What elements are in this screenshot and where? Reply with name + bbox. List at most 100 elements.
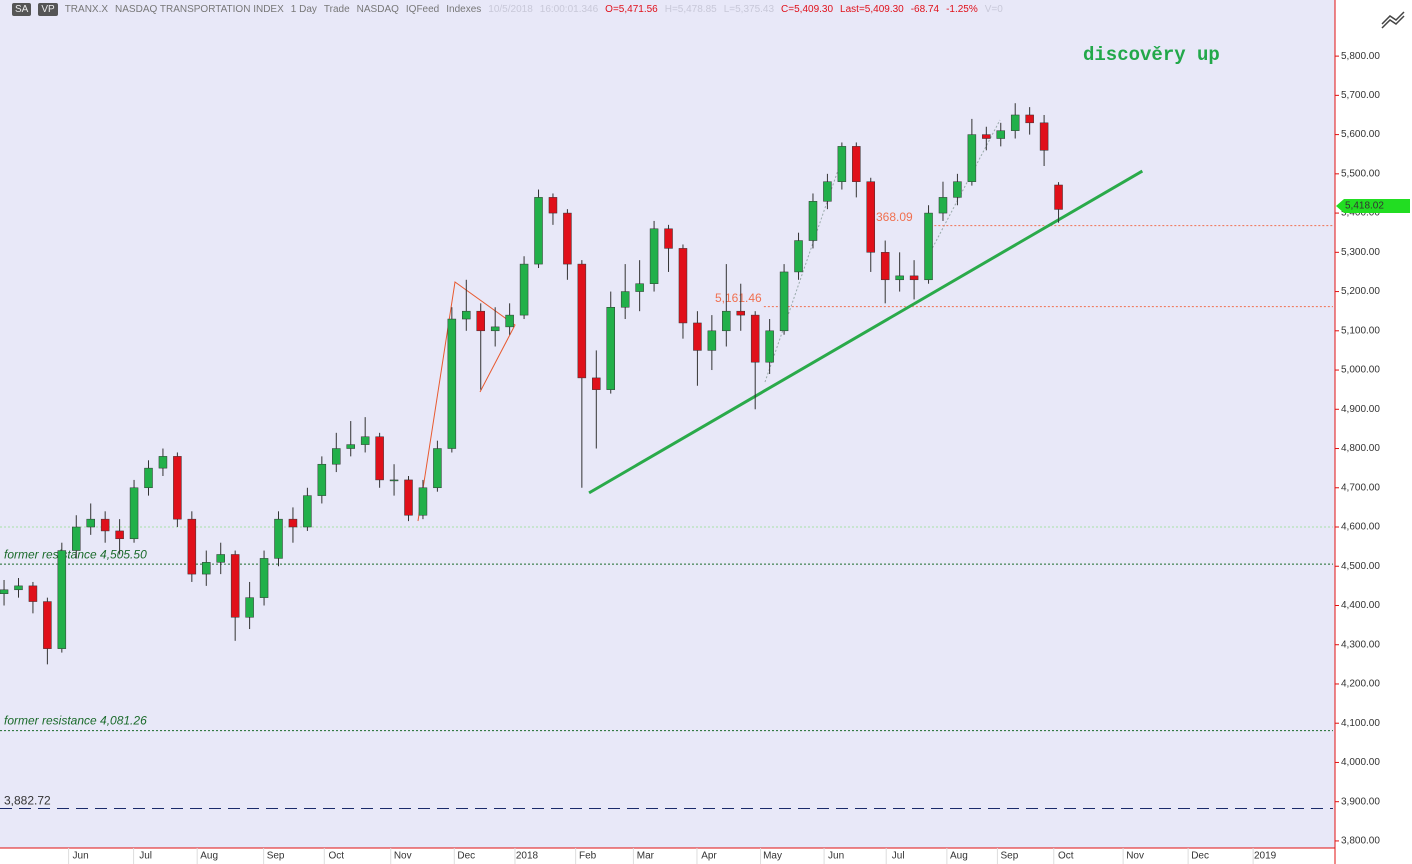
candle-body: [837, 146, 847, 182]
candle-body: [982, 134, 991, 139]
header-item[interactable]: SA: [12, 2, 32, 16]
trendline: [588, 169, 1144, 495]
candle-body: [996, 130, 1006, 139]
y-tick-label: 4,500.00: [1341, 561, 1380, 572]
y-tick-label: 5,200.00: [1341, 286, 1380, 297]
guide-line: [764, 149, 846, 383]
candle-body: [519, 263, 529, 316]
candle-body: [317, 463, 327, 496]
candle-body: [173, 456, 182, 520]
x-tick-label: Jun: [828, 851, 844, 862]
candle-body: [909, 275, 919, 281]
candle-body: [86, 518, 95, 528]
candle-body: [779, 271, 789, 332]
x-tick-label: Jul: [139, 851, 152, 862]
candle-body: [505, 314, 514, 328]
header-item: IQFeed: [405, 3, 440, 15]
candle-body: [360, 436, 370, 445]
candle-body: [14, 585, 23, 591]
candle-body: [750, 314, 760, 363]
candle-body: [115, 530, 124, 540]
candle-body: [1039, 122, 1049, 151]
candle-body: [649, 228, 659, 284]
last-price-marker: [1336, 199, 1410, 214]
y-tick-label: 4,300.00: [1341, 639, 1380, 650]
header-item[interactable]: VP: [38, 2, 58, 16]
header-item: Last=5,409.30: [840, 3, 904, 15]
candle-body: [592, 377, 601, 390]
candle-body: [462, 310, 471, 320]
y-tick-label: 4,100.00: [1341, 718, 1380, 729]
y-tick-label: 5,000.00: [1341, 365, 1380, 376]
x-tick-label: Dec: [1191, 851, 1209, 862]
toolbar-icon[interactable]: [1381, 11, 1405, 29]
candle-body: [707, 330, 717, 351]
x-tick-label: 2018: [516, 851, 539, 862]
header-item: O=5,471.56: [605, 3, 658, 15]
candle-body: [418, 487, 428, 516]
level-label: former resistance 4,505.50: [4, 547, 147, 561]
y-tick-label: 4,800.00: [1341, 443, 1380, 454]
candle-body: [722, 310, 731, 332]
y-tick-label: 5,400.00: [1341, 208, 1380, 219]
level-label: 3,882.72: [4, 794, 51, 808]
candle-body: [736, 310, 745, 316]
y-tick-label: 4,200.00: [1341, 679, 1380, 690]
header-item: C=5,409.30: [781, 3, 834, 15]
candle-body: [693, 322, 702, 351]
candle-body: [245, 597, 254, 618]
x-tick-label: Jul: [892, 851, 905, 862]
y-tick-label: 5,800.00: [1341, 51, 1380, 62]
header-item: -1.25%: [946, 3, 978, 15]
candle-body: [0, 589, 9, 594]
header-item: Indexes: [446, 3, 482, 15]
candle-body: [43, 601, 52, 649]
candle-body: [895, 275, 904, 281]
y-tick-label: 5,300.00: [1341, 247, 1380, 258]
y-tick-label: 4,700.00: [1341, 482, 1380, 493]
header-item: NASDAQ: [356, 3, 399, 15]
candle-body: [852, 146, 861, 182]
candle-body: [1054, 184, 1063, 210]
x-tick-label: 2019: [1254, 851, 1277, 862]
candle-body: [635, 283, 644, 292]
candle-body: [606, 307, 615, 390]
candle-body: [158, 456, 168, 469]
candle-body: [808, 201, 818, 241]
candle-body: [404, 479, 413, 516]
triangle-drawing: [417, 281, 516, 522]
header-item: H=5,478.85: [664, 3, 717, 15]
candle-body: [144, 467, 153, 489]
candle-body: [577, 263, 587, 379]
candle-body: [823, 181, 832, 202]
header-item: L=5,375.43: [723, 3, 775, 15]
y-tick-label: 3,800.00: [1341, 836, 1380, 847]
y-tick-label: 5,100.00: [1341, 325, 1380, 336]
candle-body: [620, 291, 630, 308]
candle-body: [389, 479, 399, 482]
candle-body: [100, 518, 110, 532]
x-tick-label: Oct: [329, 851, 345, 862]
x-tick-label: Feb: [579, 851, 597, 862]
header-item: NASDAQ TRANSPORTATION INDEX: [115, 3, 284, 15]
candle-body: [259, 558, 269, 598]
guide-line: [924, 119, 1001, 263]
header-item: 1 Day: [290, 3, 317, 15]
header-item: 16:00:01.346: [539, 3, 599, 15]
candle-body: [129, 487, 139, 540]
header-item: V=0: [984, 3, 1003, 15]
candle-body: [678, 248, 688, 324]
candle-body: [375, 436, 384, 481]
x-tick-label: Dec: [457, 851, 475, 862]
x-tick-label: Sep: [267, 851, 285, 862]
candle-body: [447, 318, 457, 449]
candle-body: [924, 212, 933, 281]
candle-body: [490, 326, 500, 332]
x-tick-label: Nov: [394, 851, 412, 862]
x-tick-label: Mar: [637, 851, 655, 862]
y-tick-label: 5,600.00: [1341, 129, 1380, 140]
x-tick-label: Aug: [200, 851, 218, 862]
y-tick-label: 3,900.00: [1341, 796, 1380, 807]
